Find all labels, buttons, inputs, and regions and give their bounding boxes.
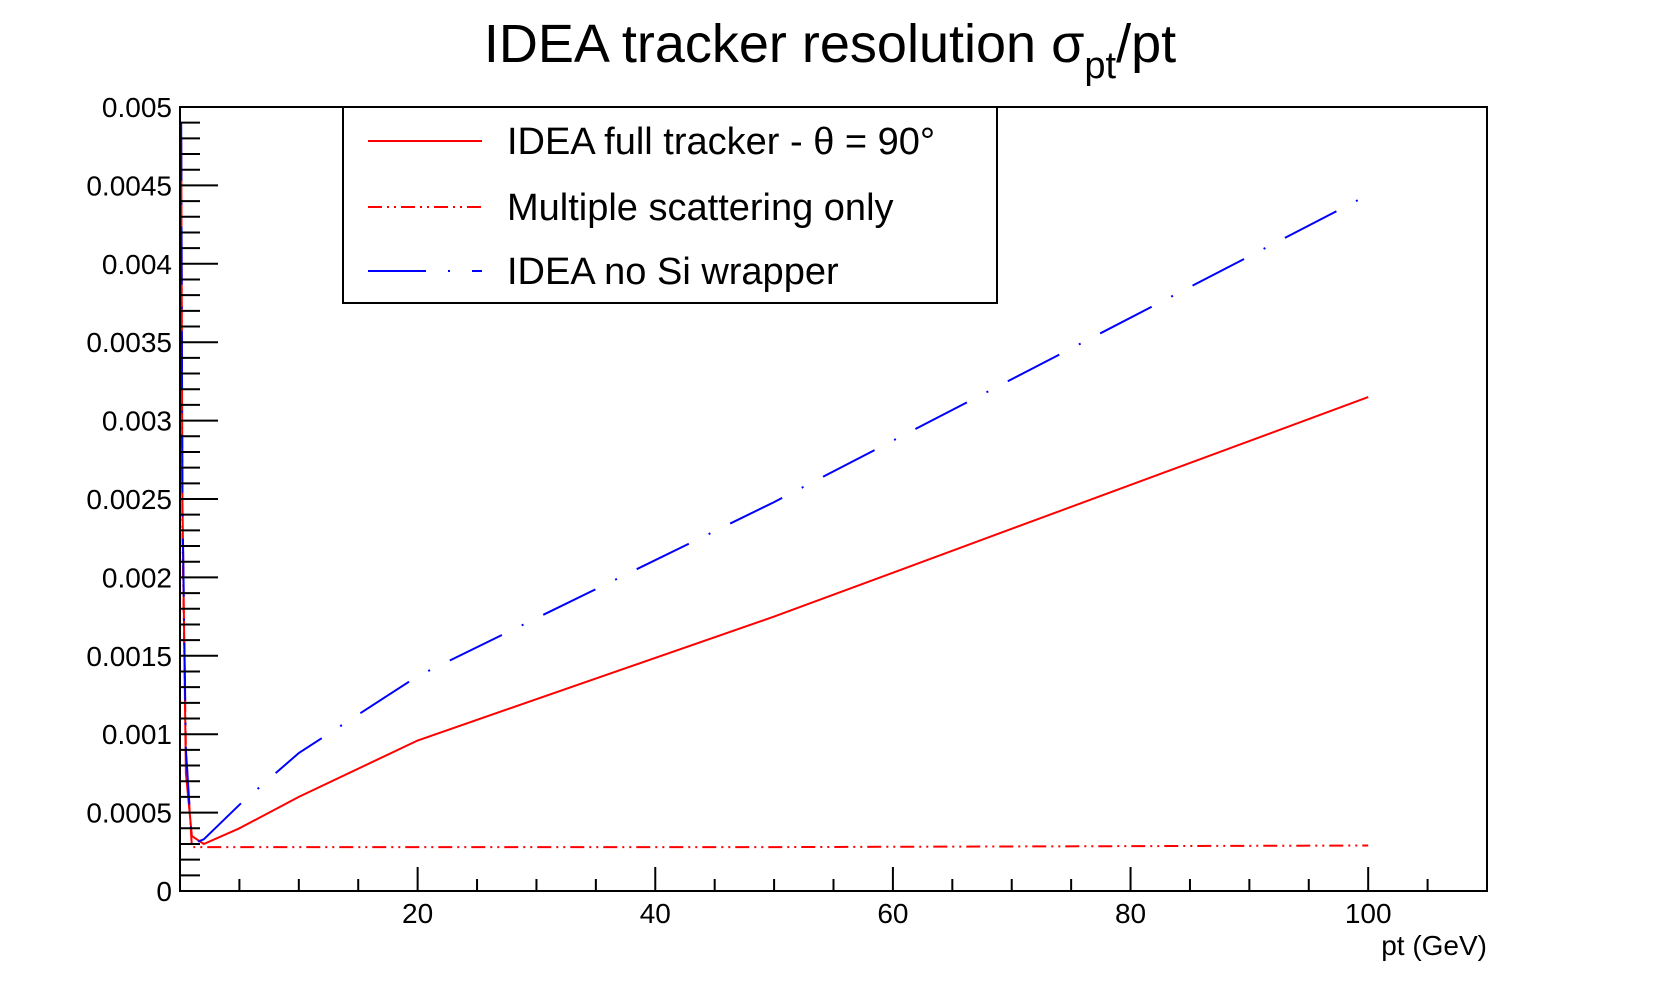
legend: IDEA full tracker - θ = 90° Multiple sca… bbox=[342, 106, 998, 304]
x-tick-label: 100 bbox=[1345, 898, 1392, 929]
legend-label-multiple-scattering: Multiple scattering only bbox=[507, 187, 894, 229]
y-tick-label: 0.005 bbox=[102, 92, 172, 123]
y-tick-label: 0.002 bbox=[102, 562, 172, 593]
y-tick-label: 0.0015 bbox=[86, 641, 172, 672]
x-tick-label: 20 bbox=[402, 898, 433, 929]
chart-title-tail: /pt bbox=[1116, 14, 1176, 74]
chart-title-main: IDEA tracker resolution σ bbox=[484, 14, 1085, 74]
x-tick-label: 40 bbox=[640, 898, 671, 929]
y-tick-label: 0.0005 bbox=[86, 798, 172, 829]
y-tick-label: 0.0025 bbox=[86, 484, 172, 515]
x-tick-label: 80 bbox=[1115, 898, 1146, 929]
x-axis: 20 40 60 80 100 bbox=[238, 867, 1429, 929]
y-tick-label: 0.001 bbox=[102, 719, 172, 750]
y-tick-label: 0.0045 bbox=[86, 170, 172, 201]
y-tick-label: 0.0035 bbox=[86, 327, 172, 358]
chart-title-subscript: pt bbox=[1084, 45, 1116, 87]
y-tick-label: 0.004 bbox=[102, 249, 172, 280]
legend-label-full-tracker: IDEA full tracker - θ = 90° bbox=[507, 121, 935, 163]
legend-label-no-si-wrapper: IDEA no Si wrapper bbox=[507, 251, 839, 293]
x-tick-label: 60 bbox=[877, 898, 908, 929]
y-tick-label: 0.003 bbox=[102, 406, 172, 437]
chart-title: IDEA tracker resolution σpt/pt bbox=[484, 14, 1176, 87]
legend-box bbox=[342, 106, 998, 304]
y-tick-label: 0 bbox=[156, 876, 172, 907]
y-axis: 0 0.0005 0.001 0.0015 0.002 0.0025 0.003 0.0035… bbox=[86, 92, 218, 907]
series-line-2 bbox=[180, 122, 1369, 846]
x-axis-title: pt (GeV) bbox=[1381, 930, 1487, 961]
